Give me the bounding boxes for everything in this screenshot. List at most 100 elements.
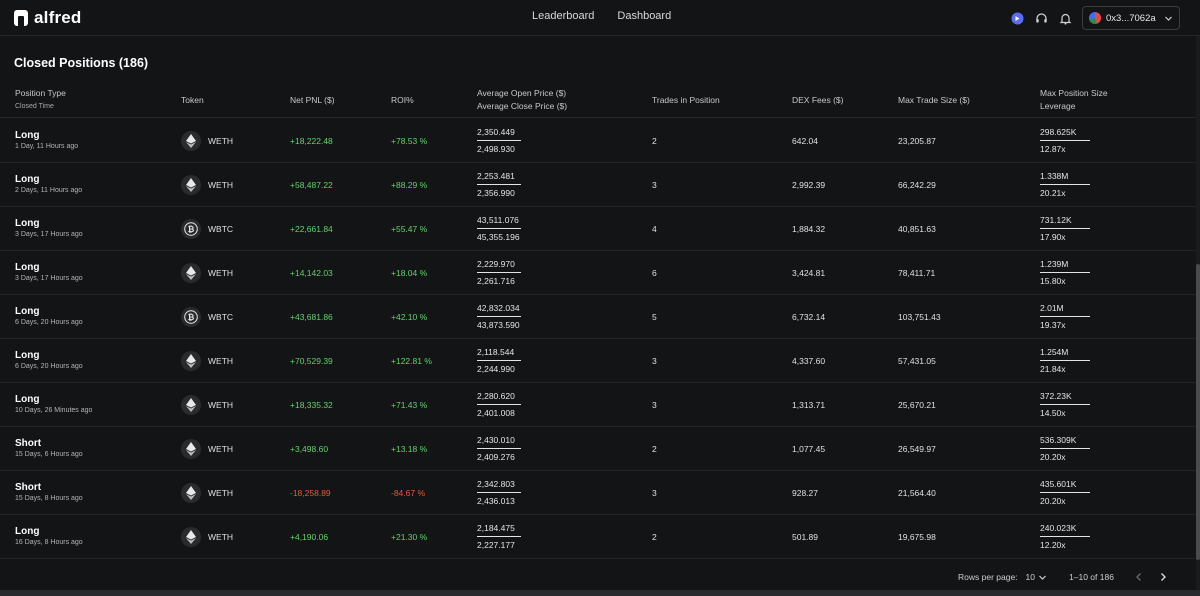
weth-token-icon: [181, 395, 201, 415]
weth-token-icon: [181, 439, 201, 459]
avg-price-cell: 2,350.449 2,498.930: [477, 126, 521, 155]
position-type-cell: Long 3 Days, 17 Hours ago: [15, 218, 83, 238]
avg-price-cell: 2,253.481 2,356.990: [477, 170, 521, 199]
avg-price-cell: 43,511.076 45,355.196: [477, 214, 521, 243]
dex-fees: 3,424.81: [792, 268, 826, 278]
max-trade-size: 26,549.97: [898, 444, 936, 454]
max-position-cell: 1.254M 21.84x: [1040, 346, 1090, 375]
max-position-cell: 1.239M 15.80x: [1040, 258, 1090, 287]
dex-fees: 501.89: [792, 532, 818, 542]
max-trade-size: 25,670.21: [898, 400, 936, 410]
token-symbol: WETH: [208, 488, 234, 498]
table-row[interactable]: Long 6 Days, 20 Hours ago WETH +70,529.3…: [0, 339, 1196, 383]
wallet-avatar: [1089, 12, 1101, 24]
network-icon[interactable]: [1010, 11, 1024, 25]
leverage: 14.50x: [1040, 408, 1066, 418]
table-row[interactable]: Long 2 Days, 11 Hours ago WETH +58,487.2…: [0, 163, 1196, 207]
dex-fees: 1,077.45: [792, 444, 826, 454]
net-pnl: +4,190.06: [290, 532, 329, 542]
max-position-size: 1.239M: [1040, 258, 1090, 273]
max-trade-size: 103,751.43: [898, 312, 941, 322]
trades-count: 3: [652, 400, 657, 410]
table-row[interactable]: Long 6 Days, 20 Hours ago ₿ WBTC +43,681…: [0, 295, 1196, 339]
scrollbar-thumb[interactable]: [1196, 264, 1200, 560]
trades-count: 3: [652, 180, 657, 190]
roi: +18.04 %: [391, 268, 428, 278]
position-type-cell: Long 1 Day, 11 Hours ago: [15, 130, 78, 150]
dex-fees: 1,313.71: [792, 400, 826, 410]
max-trade-size: 57,431.05: [898, 356, 936, 366]
net-pnl: +3,498.60: [290, 444, 329, 454]
header-avg-price: Average Open Price ($) Average Close Pri…: [477, 88, 568, 111]
top-nav: alfred Leaderboard Dashboard 0x3...7062a: [0, 0, 1200, 36]
nav-link-dashboard[interactable]: Dashboard: [617, 10, 672, 22]
avg-open-price: 42,832.034: [477, 302, 521, 317]
net-pnl: +18,222.48: [290, 136, 333, 146]
nav-links: Leaderboard Dashboard: [532, 10, 671, 22]
header-token: Token: [181, 95, 204, 105]
avg-open-price: 43,511.076: [477, 214, 521, 229]
position-type: Long: [15, 130, 40, 141]
table-row[interactable]: Long 3 Days, 17 Hours ago WETH +14,142.0…: [0, 251, 1196, 295]
rows-per-page-select[interactable]: 10: [1026, 572, 1047, 582]
next-page-button[interactable]: [1156, 572, 1170, 582]
roi: +78.53 %: [391, 136, 428, 146]
avg-close-price: 2,356.990: [477, 188, 515, 198]
avg-open-price: 2,350.449: [477, 126, 521, 141]
token-symbol: WETH: [208, 444, 234, 454]
leverage: 21.84x: [1040, 364, 1066, 374]
closed-time: 16 Days, 8 Hours ago: [15, 539, 83, 546]
table-row[interactable]: Long 1 Day, 11 Hours ago WETH +18,222.48…: [0, 119, 1196, 163]
position-type: Long: [15, 526, 40, 537]
avg-open-price: 2,430.010: [477, 434, 521, 449]
dex-fees: 642.04: [792, 136, 818, 146]
avg-close-price: 43,873.590: [477, 320, 520, 330]
logo-text: alfred: [34, 8, 82, 27]
trades-count: 6: [652, 268, 657, 278]
max-position-cell: 1.338M 20.21x: [1040, 170, 1090, 199]
prev-page-button[interactable]: [1132, 572, 1146, 582]
roi: +122.81 %: [391, 356, 432, 366]
token-symbol: WETH: [208, 136, 234, 146]
avg-open-price: 2,342.803: [477, 478, 521, 493]
pagination-range: 1–10 of 186: [1069, 572, 1114, 582]
table-row[interactable]: Long 10 Days, 26 Minutes ago WETH +18,33…: [0, 383, 1196, 427]
table-row[interactable]: Short 15 Days, 6 Hours ago WETH +3,498.6…: [0, 427, 1196, 471]
weth-token-icon: [181, 131, 201, 151]
max-position-size: 1.338M: [1040, 170, 1090, 185]
closed-time: 2 Days, 11 Hours ago: [15, 187, 83, 194]
max-position-size: 1.254M: [1040, 346, 1090, 361]
nav-link-leaderboard[interactable]: Leaderboard: [532, 10, 595, 22]
wallet-button[interactable]: 0x3...7062a: [1082, 6, 1180, 30]
logo[interactable]: alfred: [14, 8, 82, 28]
table-row[interactable]: Short 15 Days, 8 Hours ago WETH -18,258.…: [0, 471, 1196, 515]
token-symbol: WETH: [208, 268, 234, 278]
avg-price-cell: 2,342.803 2,436.013: [477, 478, 521, 507]
avg-open-price: 2,253.481: [477, 170, 521, 185]
nav-right: 0x3...7062a: [1010, 6, 1180, 30]
max-position-cell: 2.01M 19.37x: [1040, 302, 1090, 331]
max-position-size: 435.601K: [1040, 478, 1090, 493]
net-pnl: +70,529.39: [290, 356, 333, 366]
closed-time: 3 Days, 17 Hours ago: [15, 275, 83, 282]
notification-bell-icon[interactable]: [1058, 11, 1072, 25]
position-type: Short: [15, 482, 42, 493]
support-headset-icon[interactable]: [1034, 11, 1048, 25]
closed-time: 1 Day, 11 Hours ago: [15, 143, 79, 150]
closed-time: 15 Days, 8 Hours ago: [15, 495, 83, 502]
position-type-cell: Long 10 Days, 26 Minutes ago: [15, 394, 92, 414]
avg-price-cell: 42,832.034 43,873.590: [477, 302, 521, 331]
position-type: Long: [15, 218, 40, 229]
avg-open-price: 2,229.970: [477, 258, 521, 273]
closed-time: 6 Days, 20 Hours ago: [15, 363, 83, 370]
net-pnl: -18,258.89: [290, 488, 331, 498]
weth-token-icon: [181, 351, 201, 371]
position-type-cell: Long 3 Days, 17 Hours ago: [15, 262, 83, 282]
table-row[interactable]: Long 3 Days, 17 Hours ago ₿ WBTC +22,661…: [0, 207, 1196, 251]
closed-time: 6 Days, 20 Hours ago: [15, 319, 83, 326]
trades-count: 5: [652, 312, 657, 322]
net-pnl: +22,661.84: [290, 224, 333, 234]
trades-count: 2: [652, 444, 657, 454]
avg-close-price: 2,436.013: [477, 496, 515, 506]
table-row[interactable]: Long 16 Days, 8 Hours ago WETH +4,190.06…: [0, 515, 1196, 559]
